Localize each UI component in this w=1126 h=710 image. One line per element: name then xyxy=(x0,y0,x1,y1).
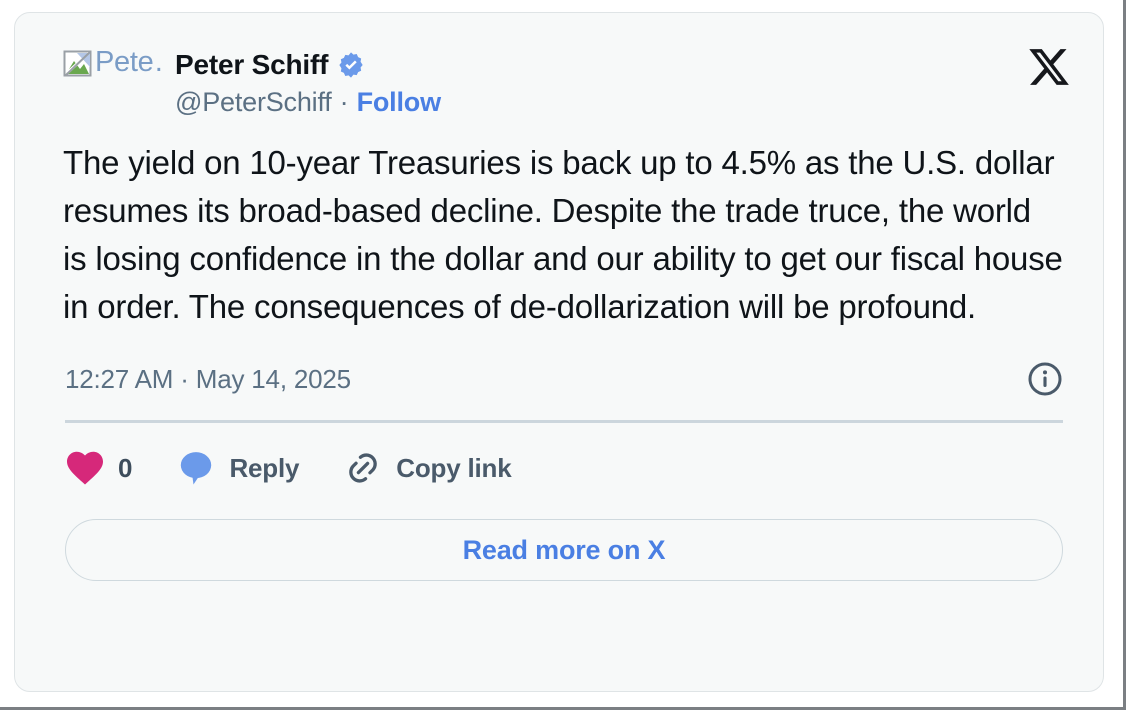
like-count: 0 xyxy=(118,452,133,483)
reply-label: Reply xyxy=(229,452,300,483)
tweet-meta-row: 12:27 AM · May 14, 2025 xyxy=(65,357,1063,401)
author-handle[interactable]: @PeterSchiff xyxy=(175,87,332,117)
copy-link-label: Copy link xyxy=(396,452,512,483)
author-display-name: Peter Schiff xyxy=(175,49,329,80)
chain-link-icon xyxy=(343,449,383,487)
separator-dot: · xyxy=(339,87,349,117)
handle-row: @PeterSchiff · Follow xyxy=(175,87,441,121)
avatar-alt-text: Pete… xyxy=(95,46,165,78)
divider xyxy=(65,420,1063,423)
author-identity: Peter Schiff @PeterSchiff · Follow xyxy=(175,47,441,121)
verified-badge-icon xyxy=(337,51,365,79)
copy-link-button[interactable]: Copy link xyxy=(343,449,512,487)
tweet-text: The yield on 10-year Treasuries is back … xyxy=(63,144,1072,325)
speech-bubble-icon xyxy=(176,449,216,487)
x-logo-icon[interactable] xyxy=(1027,45,1071,89)
like-button[interactable]: 0 xyxy=(65,450,132,486)
follow-link[interactable]: Follow xyxy=(356,87,441,117)
avatar[interactable]: Pete… xyxy=(61,45,165,101)
tweet-header: Pete… Peter Schiff @PeterSchiff · xyxy=(15,13,1103,119)
reply-button[interactable]: Reply xyxy=(176,449,299,487)
broken-image-icon xyxy=(61,47,95,81)
info-circle-icon[interactable] xyxy=(1027,361,1063,397)
tweet-actions-row: 0 Reply xyxy=(65,443,1063,493)
tweet-timestamp: 12:27 AM · May 14, 2025 xyxy=(65,363,351,394)
read-more-on-x-button[interactable]: Read more on X xyxy=(65,519,1063,581)
display-name-row: Peter Schiff xyxy=(175,47,441,83)
heart-icon xyxy=(65,450,105,486)
embedded-tweet-card: Pete… Peter Schiff @PeterSchiff · xyxy=(14,12,1104,692)
